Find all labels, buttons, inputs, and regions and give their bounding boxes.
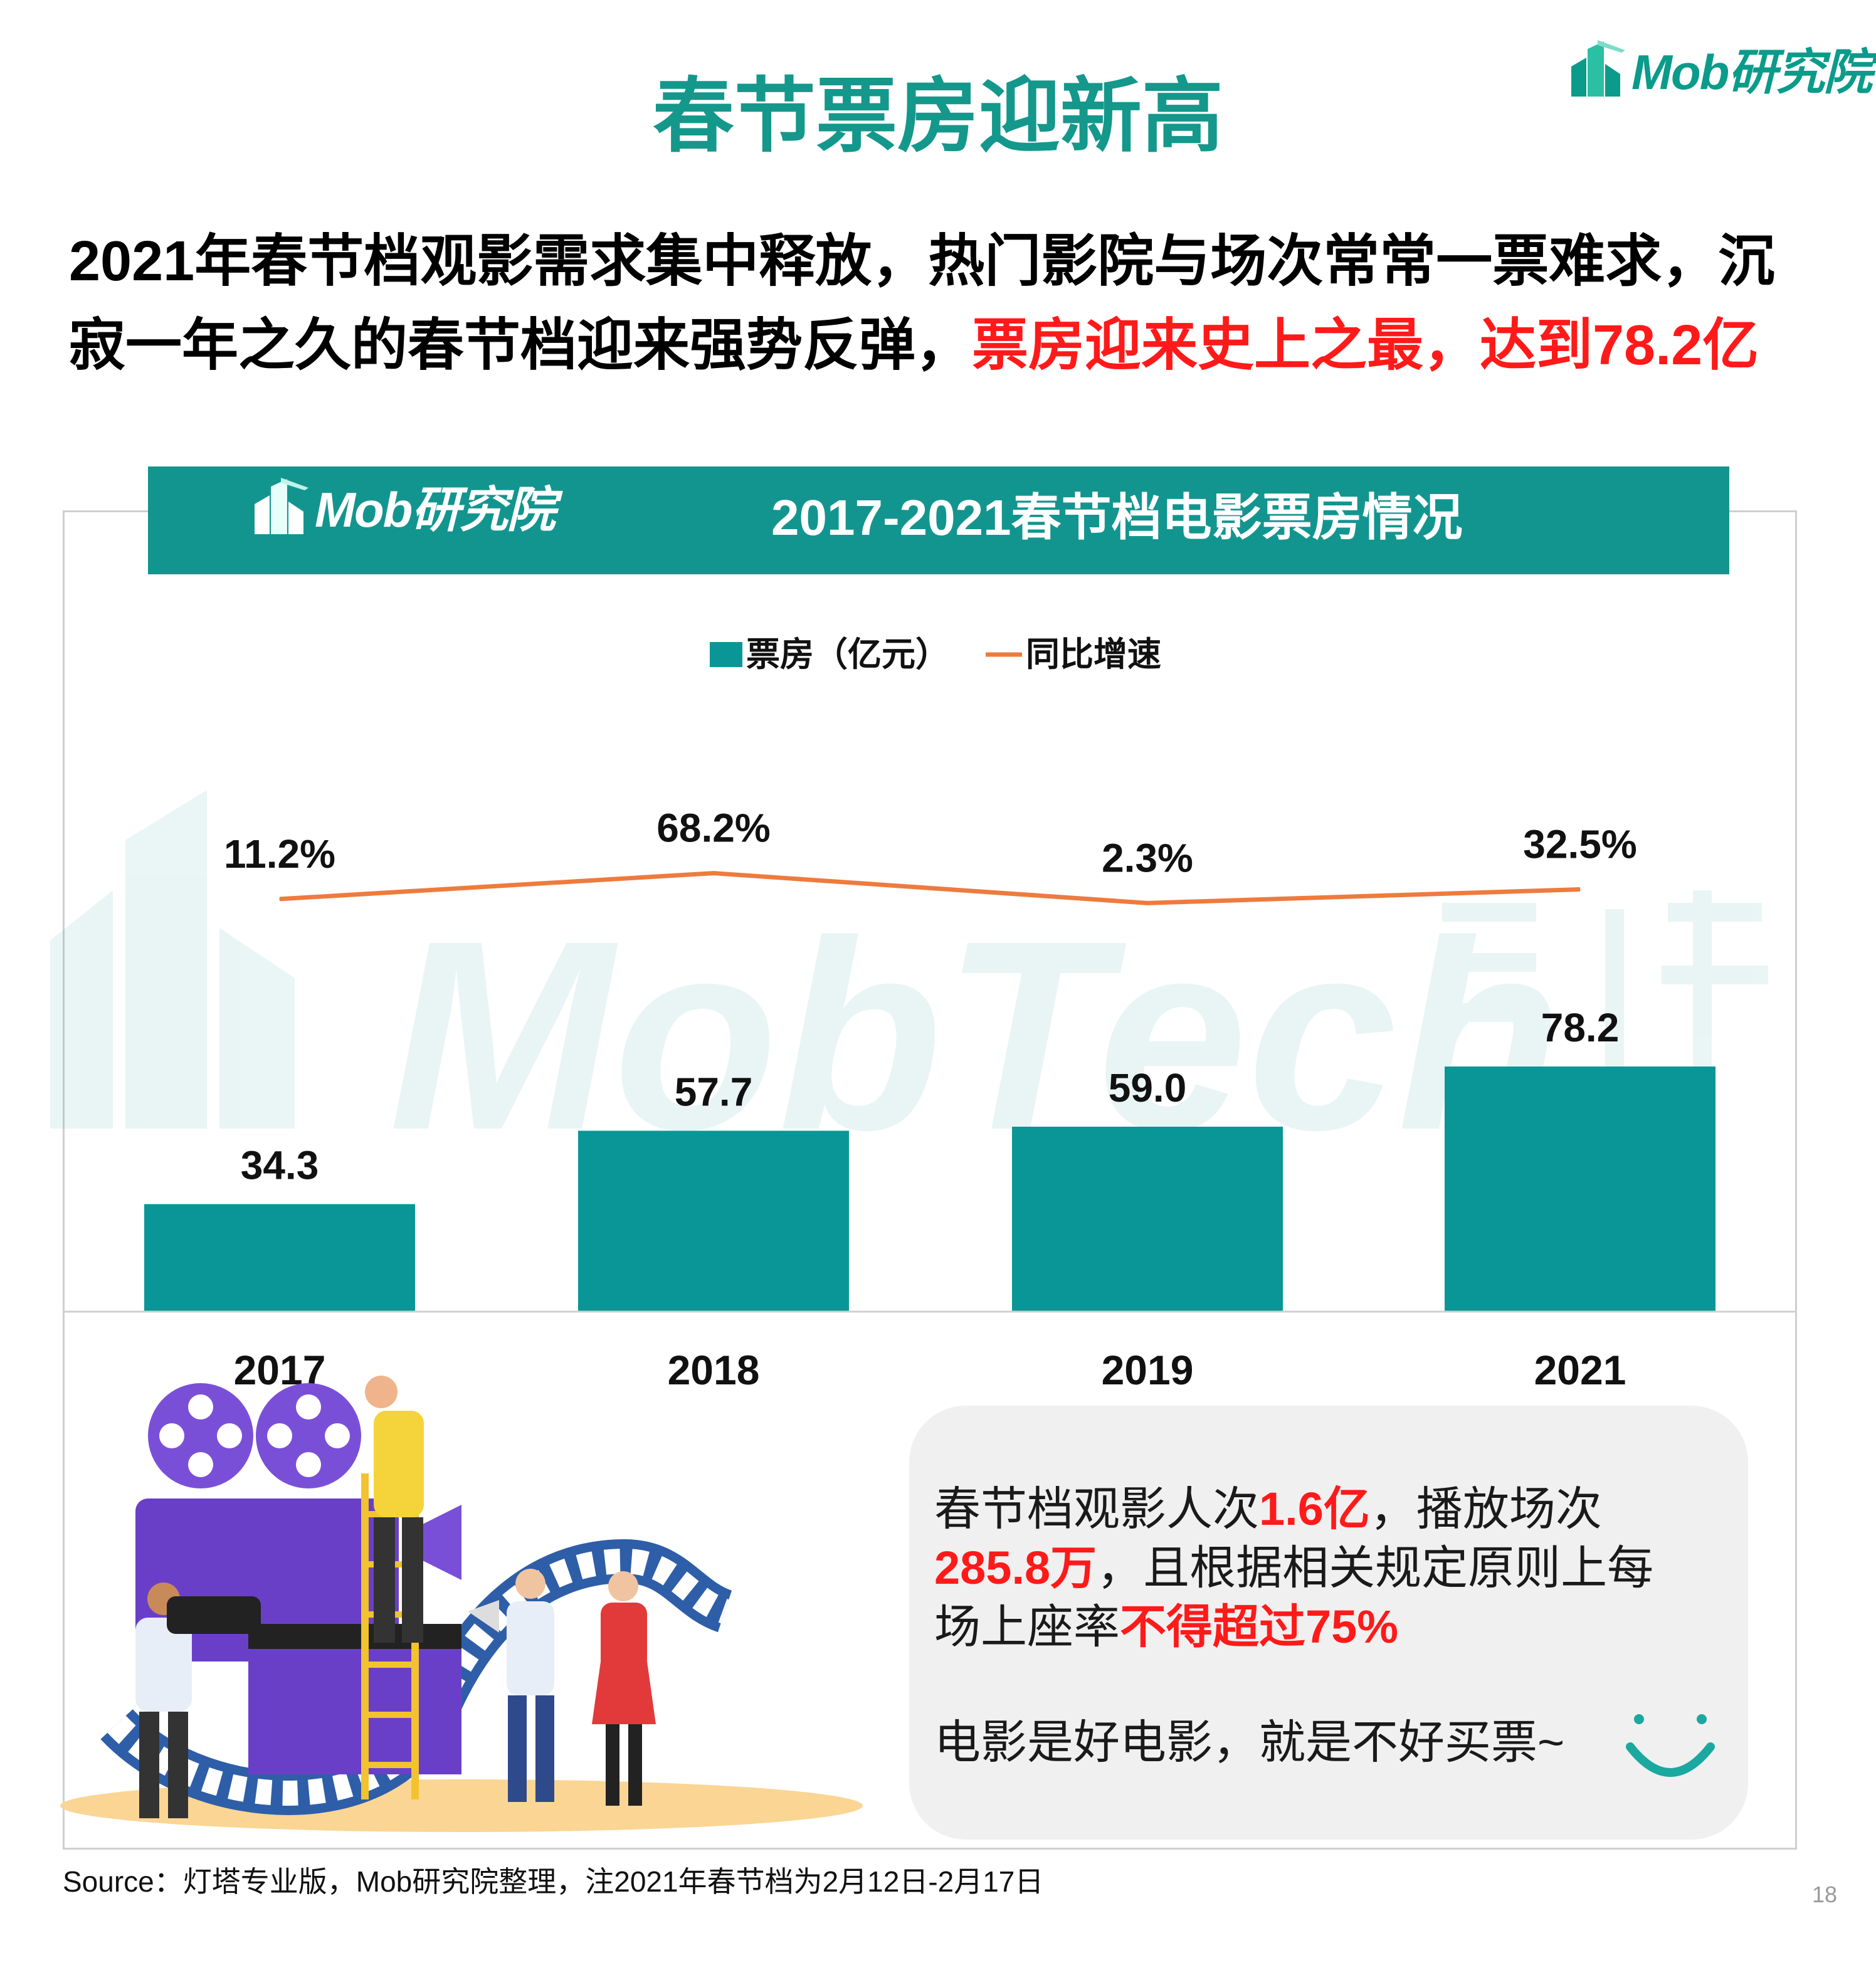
brand-logo: Mob研究院: [1568, 39, 1872, 100]
chart-panel-header: [148, 466, 1729, 574]
logo-text: Mob研究院: [315, 482, 556, 537]
x-axis-ticks: 2017 2018 2019 2021: [234, 1347, 1626, 1393]
line-point: [1579, 888, 1581, 890]
bar: [1012, 1127, 1283, 1312]
source-note: Source：灯塔专业版，Mob研究院整理，注2021年春节档为2月12日-2月…: [63, 1865, 1044, 1898]
info-highlight: 不得超过75%: [1120, 1601, 1399, 1653]
summary-highlight: 票房迎来史上之最，达到78.2亿: [972, 314, 1759, 377]
info-text: 春节档观影人次: [934, 1483, 1259, 1535]
logo-buildings-icon: [1571, 40, 1625, 97]
info-text: 场上座率: [934, 1601, 1120, 1653]
bar-value-label: 59.0: [1109, 1065, 1187, 1110]
bar: [1445, 1066, 1715, 1312]
line-point: [713, 872, 714, 874]
line-value-label: 32.5%: [1523, 821, 1636, 866]
bar-value-label: 34.3: [241, 1143, 319, 1188]
info-text: ，播放场次: [1369, 1483, 1602, 1535]
info-line-3: 场上座率不得超过75%: [934, 1604, 1398, 1650]
info-line-1: 春节档观影人次1.6亿，播放场次: [934, 1486, 1602, 1532]
line-value-label: 68.2%: [656, 806, 770, 851]
x-tick-label: 2019: [1102, 1347, 1194, 1393]
summary-text: 寂一年之久的春节档迎来强势反弹，: [69, 314, 972, 377]
bar: [144, 1204, 415, 1312]
smile-icon: [1626, 1714, 1715, 1777]
info-text: ，且根据相关规定原则上每: [1097, 1542, 1654, 1594]
bar-value-label: 57.7: [675, 1070, 753, 1115]
logo-buildings-icon: [255, 478, 308, 534]
bar-value-label: 78.2: [1541, 1005, 1620, 1050]
bar-series: 34.3 57.7 59.0 78.2: [144, 1005, 1715, 1312]
line-point: [279, 898, 280, 900]
chart-title: 2017-2021春节档电影票房情况: [771, 490, 1463, 545]
summary-line-2: 寂一年之久的春节档迎来强势反弹，票房迎来史上之最，达到78.2亿: [69, 317, 1825, 374]
legend-label-line: 同比增速: [1026, 636, 1161, 673]
page-title: 春节票房迎新高: [652, 70, 1223, 162]
x-tick-label: 2021: [1534, 1347, 1626, 1393]
line-point: [1147, 902, 1148, 904]
x-tick-label: 2018: [668, 1347, 760, 1393]
line-series: 11.2% 68.2% 2.3% 32.5%: [224, 806, 1637, 905]
logo-text: Mob研究院: [1631, 45, 1872, 100]
panel-brand-logo: Mob研究院: [251, 477, 556, 537]
chart-legend: 票房（亿元） 同比增速: [710, 636, 1161, 673]
info-highlight: 1.6亿: [1259, 1483, 1370, 1535]
info-highlight: 285.8万: [934, 1542, 1097, 1594]
info-callout: [909, 1406, 1748, 1840]
line-value-label: 2.3%: [1102, 835, 1193, 880]
info-line-2: 285.8万，且根据相关规定原则上每: [934, 1545, 1653, 1591]
svg-text:MobTech: MobTech: [389, 885, 1562, 1186]
summary-line-1: 2021年春节档观影需求集中释放，热门影院与场次常常一票难求，沉: [69, 230, 1775, 293]
page-number: 18: [1812, 1882, 1838, 1907]
legend-label-bar: 票房（亿元）: [746, 636, 949, 673]
legend-swatch-bar: [710, 642, 742, 667]
line-value-label: 11.2%: [224, 831, 335, 877]
bar: [578, 1130, 849, 1312]
film-crew-illustration: [60, 1376, 863, 1832]
growth-line: [279, 871, 1581, 905]
info-line-4: 电影是好电影，就是不好买票~: [934, 1716, 1565, 1768]
